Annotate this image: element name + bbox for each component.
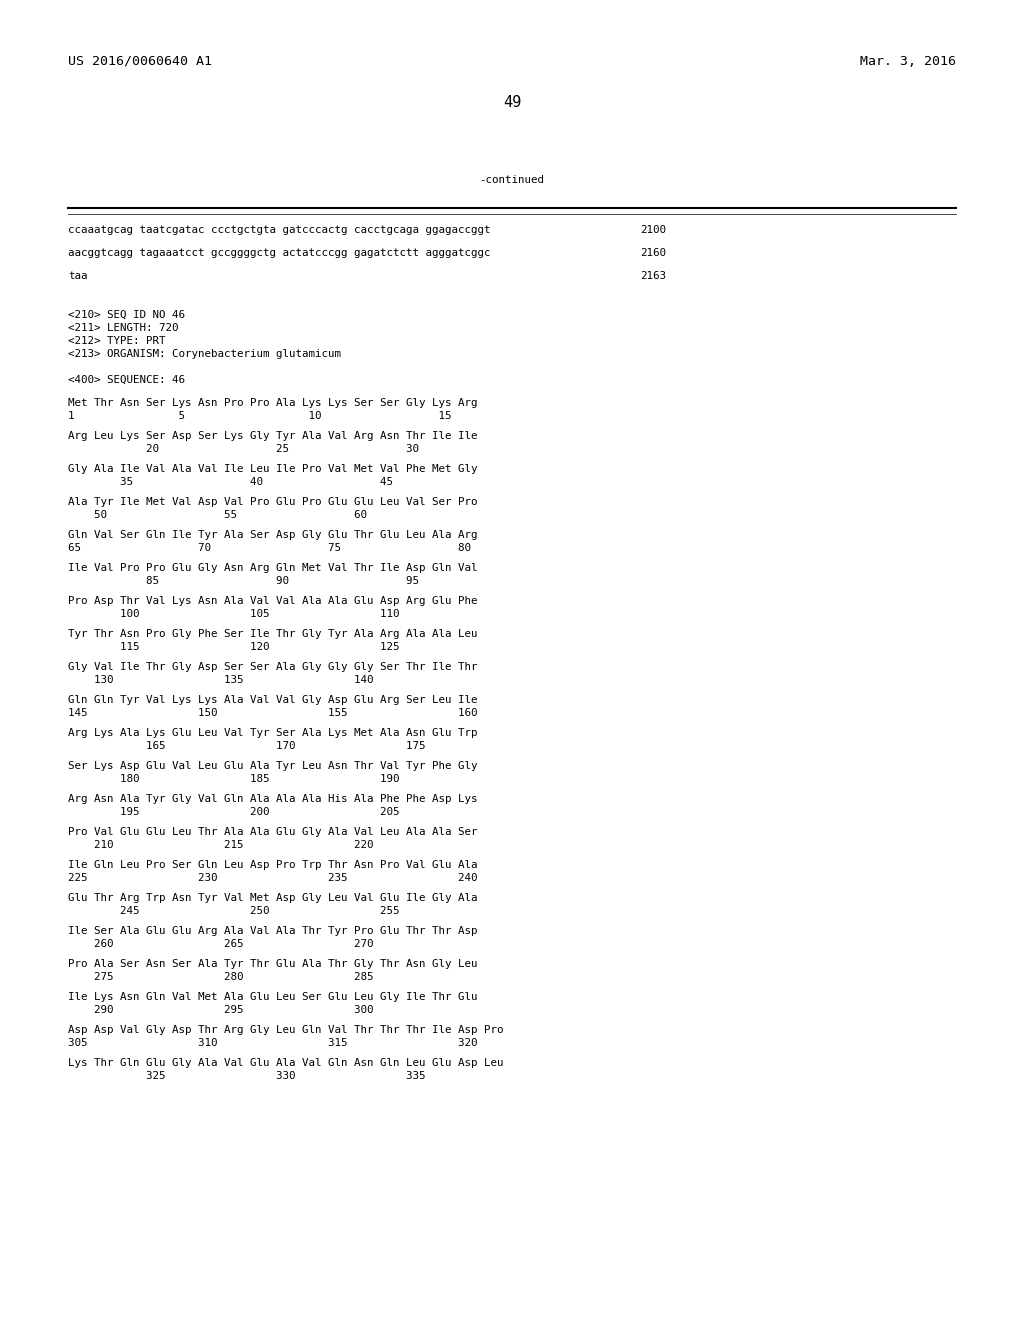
Text: Glu Thr Arg Trp Asn Tyr Val Met Asp Gly Leu Val Glu Ile Gly Ala: Glu Thr Arg Trp Asn Tyr Val Met Asp Gly … [68,894,477,903]
Text: 35                  40                  45: 35 40 45 [68,477,393,487]
Text: Ile Gln Leu Pro Ser Gln Leu Asp Pro Trp Thr Asn Pro Val Glu Ala: Ile Gln Leu Pro Ser Gln Leu Asp Pro Trp … [68,861,477,870]
Text: <210> SEQ ID NO 46: <210> SEQ ID NO 46 [68,310,185,319]
Text: Mar. 3, 2016: Mar. 3, 2016 [860,55,956,69]
Text: Tyr Thr Asn Pro Gly Phe Ser Ile Thr Gly Tyr Ala Arg Ala Ala Leu: Tyr Thr Asn Pro Gly Phe Ser Ile Thr Gly … [68,630,477,639]
Text: 260                 265                 270: 260 265 270 [68,939,374,949]
Text: Pro Asp Thr Val Lys Asn Ala Val Val Ala Ala Glu Asp Arg Glu Phe: Pro Asp Thr Val Lys Asn Ala Val Val Ala … [68,597,477,606]
Text: Arg Asn Ala Tyr Gly Val Gln Ala Ala Ala His Ala Phe Phe Asp Lys: Arg Asn Ala Tyr Gly Val Gln Ala Ala Ala … [68,795,477,804]
Text: 49: 49 [503,95,521,110]
Text: 50                  55                  60: 50 55 60 [68,510,367,520]
Text: 165                 170                 175: 165 170 175 [68,741,426,751]
Text: 2163: 2163 [640,271,666,281]
Text: <213> ORGANISM: Corynebacterium glutamicum: <213> ORGANISM: Corynebacterium glutamic… [68,348,341,359]
Text: -continued: -continued [479,176,545,185]
Text: Pro Ala Ser Asn Ser Ala Tyr Thr Glu Ala Thr Gly Thr Asn Gly Leu: Pro Ala Ser Asn Ser Ala Tyr Thr Glu Ala … [68,960,477,969]
Text: Gly Val Ile Thr Gly Asp Ser Ser Ala Gly Gly Gly Ser Thr Ile Thr: Gly Val Ile Thr Gly Asp Ser Ser Ala Gly … [68,663,477,672]
Text: US 2016/0060640 A1: US 2016/0060640 A1 [68,55,212,69]
Text: Met Thr Asn Ser Lys Asn Pro Pro Ala Lys Lys Ser Ser Gly Lys Arg: Met Thr Asn Ser Lys Asn Pro Pro Ala Lys … [68,399,477,408]
Text: 275                 280                 285: 275 280 285 [68,972,374,982]
Text: <400> SEQUENCE: 46: <400> SEQUENCE: 46 [68,375,185,385]
Text: Ala Tyr Ile Met Val Asp Val Pro Glu Pro Glu Glu Leu Val Ser Pro: Ala Tyr Ile Met Val Asp Val Pro Glu Pro … [68,498,477,507]
Text: Pro Val Glu Glu Leu Thr Ala Ala Glu Gly Ala Val Leu Ala Ala Ser: Pro Val Glu Glu Leu Thr Ala Ala Glu Gly … [68,828,477,837]
Text: Ile Lys Asn Gln Val Met Ala Glu Leu Ser Glu Leu Gly Ile Thr Glu: Ile Lys Asn Gln Val Met Ala Glu Leu Ser … [68,993,477,1002]
Text: <212> TYPE: PRT: <212> TYPE: PRT [68,337,166,346]
Text: 130                 135                 140: 130 135 140 [68,675,374,685]
Text: 85                  90                  95: 85 90 95 [68,576,419,586]
Text: 245                 250                 255: 245 250 255 [68,906,399,916]
Text: 195                 200                 205: 195 200 205 [68,807,399,817]
Text: 1                5                   10                  15: 1 5 10 15 [68,411,452,421]
Text: 180                 185                 190: 180 185 190 [68,774,399,784]
Text: Ile Val Pro Pro Glu Gly Asn Arg Gln Met Val Thr Ile Asp Gln Val: Ile Val Pro Pro Glu Gly Asn Arg Gln Met … [68,564,477,573]
Text: ccaaatgcag taatcgatac ccctgctgta gatcccactg cacctgcaga ggagaccggt: ccaaatgcag taatcgatac ccctgctgta gatccca… [68,224,490,235]
Text: 65                  70                  75                  80: 65 70 75 80 [68,543,471,553]
Text: 100                 105                 110: 100 105 110 [68,609,399,619]
Text: Gln Gln Tyr Val Lys Lys Ala Val Val Gly Asp Glu Arg Ser Leu Ile: Gln Gln Tyr Val Lys Lys Ala Val Val Gly … [68,696,477,705]
Text: 305                 310                 315                 320: 305 310 315 320 [68,1038,477,1048]
Text: <211> LENGTH: 720: <211> LENGTH: 720 [68,323,178,333]
Text: 210                 215                 220: 210 215 220 [68,840,374,850]
Text: Arg Leu Lys Ser Asp Ser Lys Gly Tyr Ala Val Arg Asn Thr Ile Ile: Arg Leu Lys Ser Asp Ser Lys Gly Tyr Ala … [68,432,477,441]
Text: Arg Lys Ala Lys Glu Leu Val Tyr Ser Ala Lys Met Ala Asn Glu Trp: Arg Lys Ala Lys Glu Leu Val Tyr Ser Ala … [68,729,477,738]
Text: 115                 120                 125: 115 120 125 [68,642,399,652]
Text: 2100: 2100 [640,224,666,235]
Text: Ser Lys Asp Glu Val Leu Glu Ala Tyr Leu Asn Thr Val Tyr Phe Gly: Ser Lys Asp Glu Val Leu Glu Ala Tyr Leu … [68,762,477,771]
Text: taa: taa [68,271,87,281]
Text: Asp Asp Val Gly Asp Thr Arg Gly Leu Gln Val Thr Thr Thr Ile Asp Pro: Asp Asp Val Gly Asp Thr Arg Gly Leu Gln … [68,1026,504,1035]
Text: 2160: 2160 [640,248,666,257]
Text: 225                 230                 235                 240: 225 230 235 240 [68,873,477,883]
Text: Gly Ala Ile Val Ala Val Ile Leu Ile Pro Val Met Val Phe Met Gly: Gly Ala Ile Val Ala Val Ile Leu Ile Pro … [68,465,477,474]
Text: Lys Thr Gln Glu Gly Ala Val Glu Ala Val Gln Asn Gln Leu Glu Asp Leu: Lys Thr Gln Glu Gly Ala Val Glu Ala Val … [68,1059,504,1068]
Text: Ile Ser Ala Glu Glu Arg Ala Val Ala Thr Tyr Pro Glu Thr Thr Asp: Ile Ser Ala Glu Glu Arg Ala Val Ala Thr … [68,927,477,936]
Text: aacggtcagg tagaaatcct gccggggctg actatcccgg gagatctctt agggatcggc: aacggtcagg tagaaatcct gccggggctg actatcc… [68,248,490,257]
Text: 145                 150                 155                 160: 145 150 155 160 [68,708,477,718]
Text: 20                  25                  30: 20 25 30 [68,444,419,454]
Text: Gln Val Ser Gln Ile Tyr Ala Ser Asp Gly Glu Thr Glu Leu Ala Arg: Gln Val Ser Gln Ile Tyr Ala Ser Asp Gly … [68,531,477,540]
Text: 325                 330                 335: 325 330 335 [68,1071,426,1081]
Text: 290                 295                 300: 290 295 300 [68,1005,374,1015]
